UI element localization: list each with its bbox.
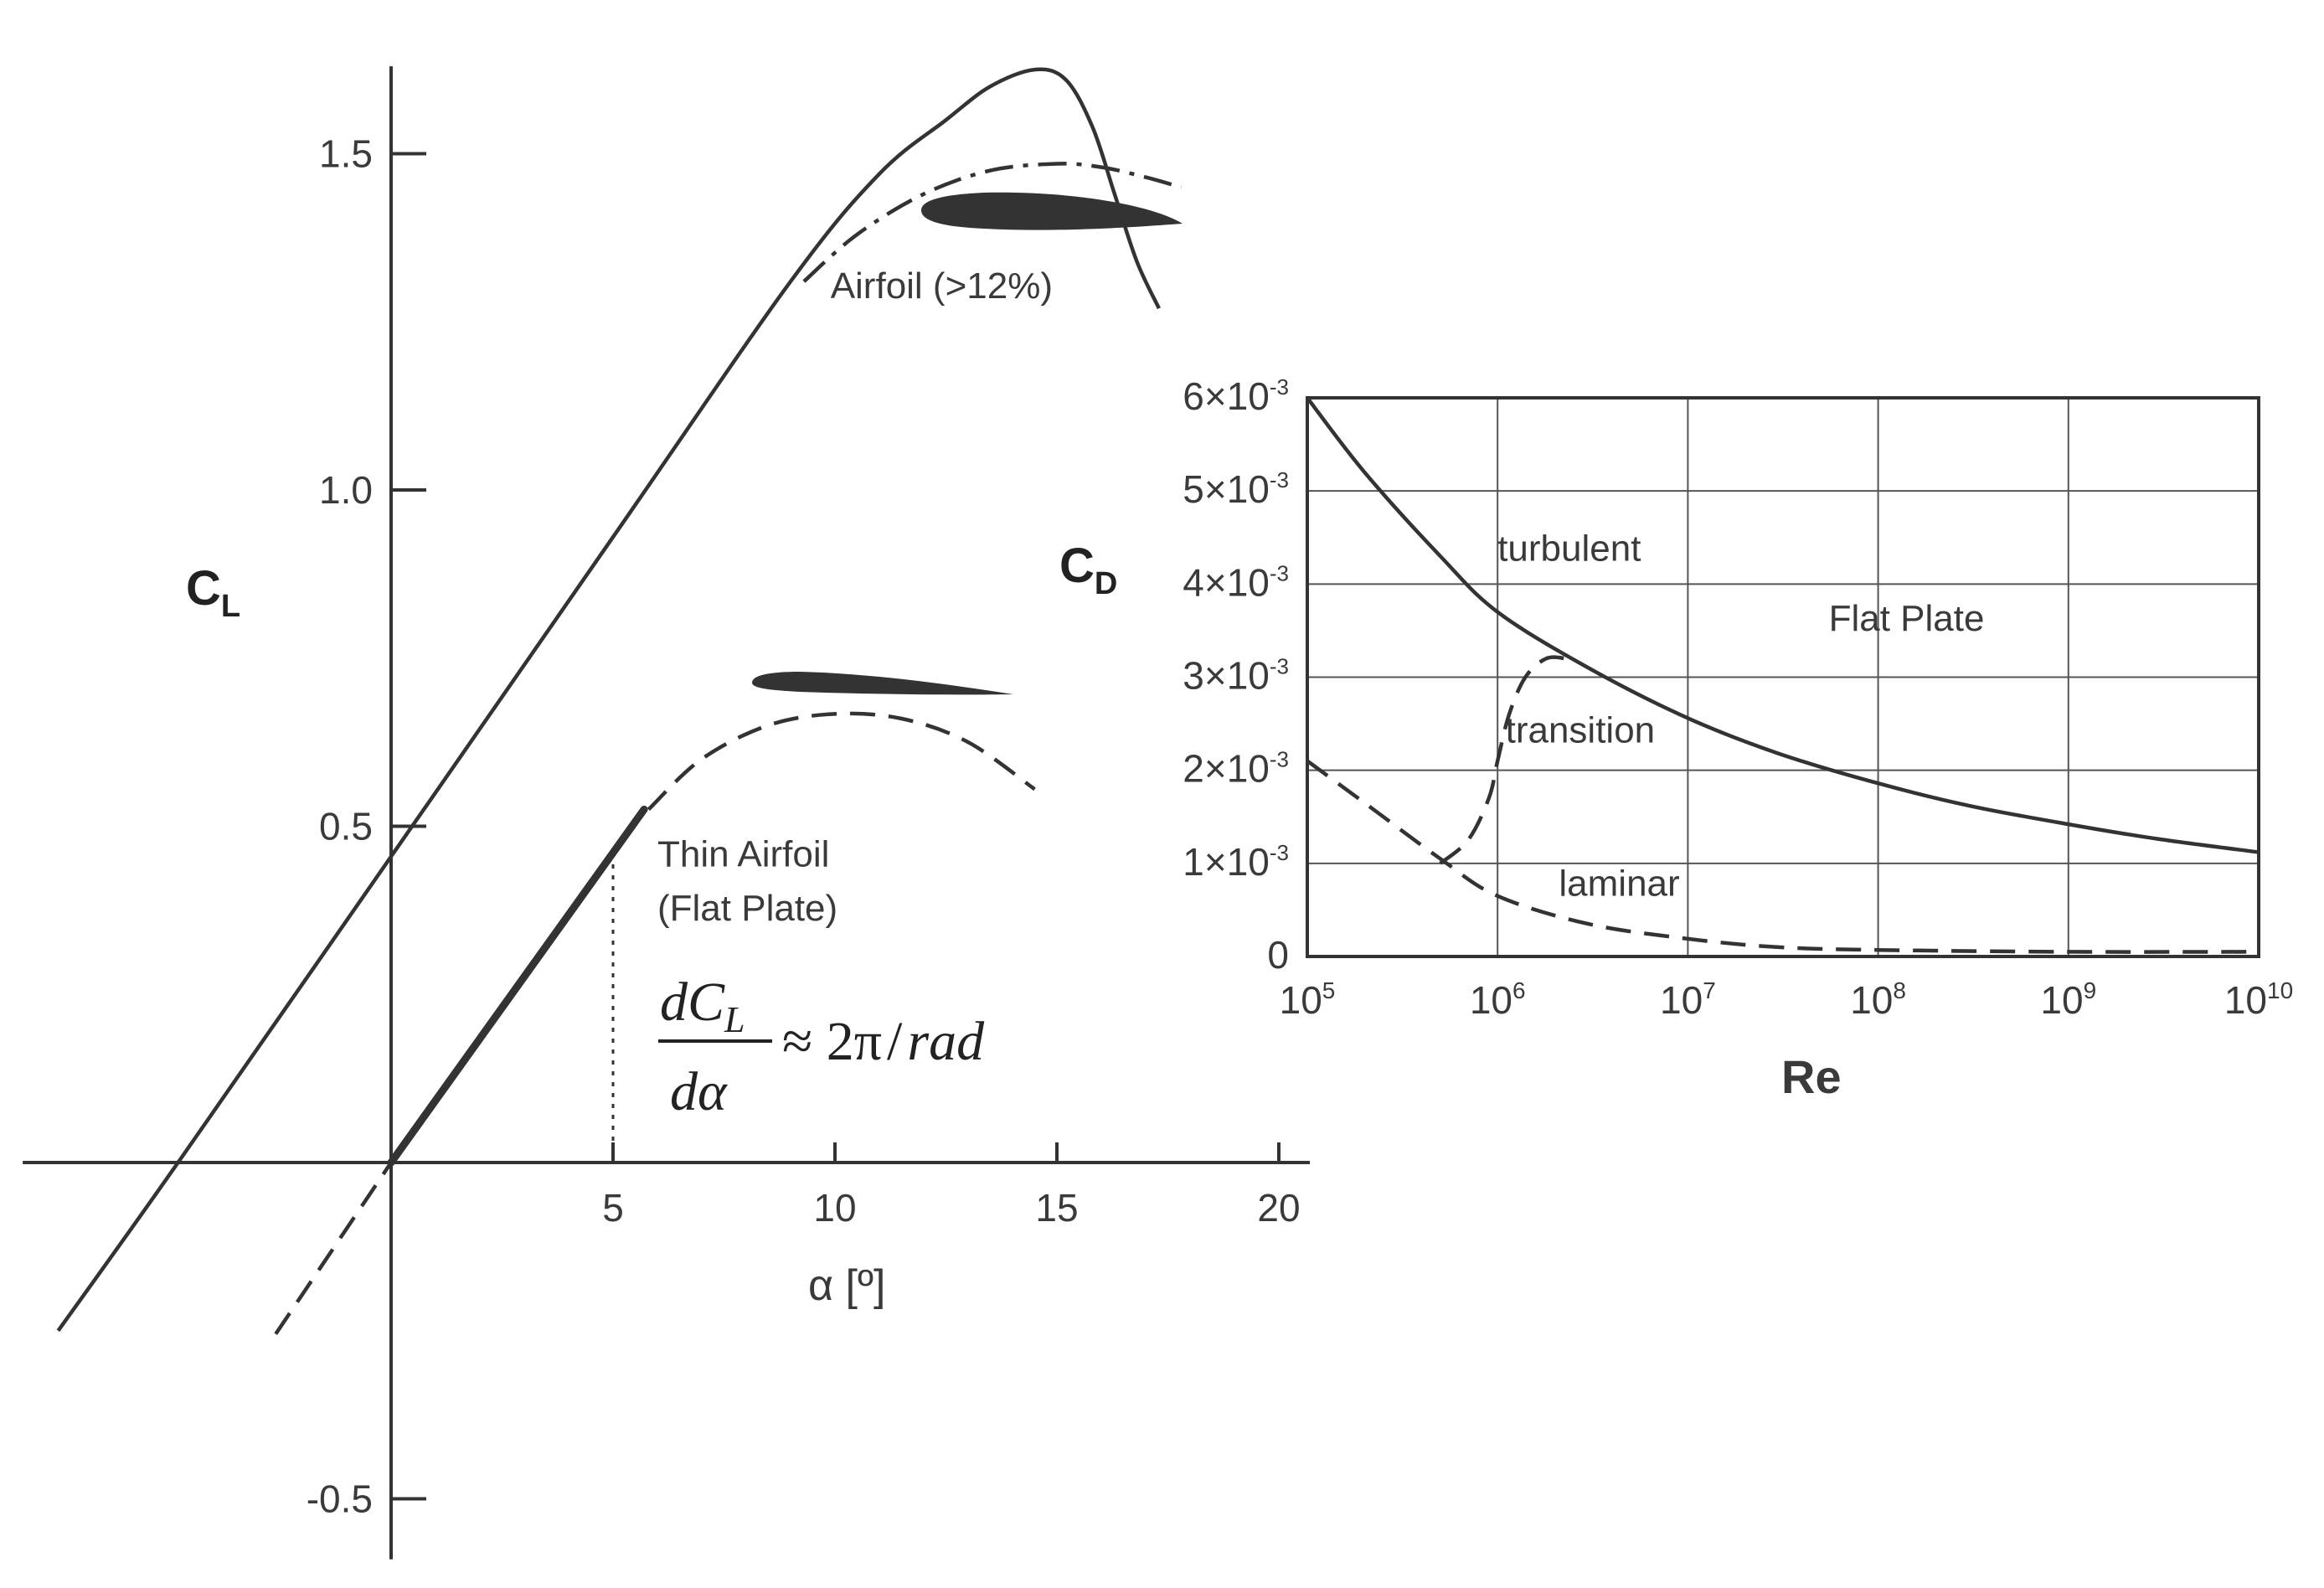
cd-series-laminar: [1306, 759, 2260, 954]
cl-y-ticks: 1.5 1.0 0.5 -0.5: [307, 132, 426, 1521]
cd-series-transition: [1439, 655, 1567, 865]
cd-x-tick-label-10e9: 109: [2040, 977, 2096, 1022]
cd-y-ticks: 6×10-3 5×10-3 4×10-3 3×10-3 2×10-3 1×10-3 0: [1183, 374, 1289, 977]
flat-plate-label: (Flat Plate): [657, 888, 837, 929]
cd-annotations: turbulent transition laminar Flat Plate: [1497, 528, 1984, 905]
cl-series-airfoil-12-stall-alternative: [802, 162, 1183, 283]
cd-y-tick-label-2-10-3: 2×10-3: [1183, 747, 1289, 791]
cd-y-tick-label-1-10-3: 1×10-3: [1183, 840, 1289, 884]
cl-series-thin-airfoil-flat-plate-extension: [274, 1161, 393, 1336]
formula-numerator: dCL: [660, 972, 745, 1040]
cd-plot-frame: [1306, 396, 2260, 958]
cl-series: [56, 67, 1183, 1336]
cl-series-thin-airfoil-flat-plate: [387, 805, 648, 1167]
cl-x-tick-label-15: 15: [1035, 1186, 1078, 1230]
cd-x-tick-label-10e10: 1010: [2224, 977, 2293, 1022]
thick-airfoil-icon: [921, 192, 1183, 230]
cl-x-tick-label-5: 5: [602, 1186, 624, 1230]
cd-y-tick-label-5-10-3: 5×10-3: [1183, 467, 1289, 511]
cd-label-flat-plate: Flat Plate: [1829, 598, 1985, 639]
cd-x-ticks: 105 106 107 108 109 1010: [1280, 977, 2294, 1022]
cl-y-tick-label-1-5: 1.5: [319, 132, 373, 176]
lift-coefficient-chart: 5 10 15 20 1.5 1.0 0.5 -0.5 Airfoil (>12%) Thi…: [23, 66, 1311, 1560]
cd-x-tick-label-10e8: 108: [1850, 977, 1906, 1022]
cd-label-transition: transition: [1506, 709, 1656, 750]
cd-y-tick-label-6-10-3: 6×10-3: [1183, 374, 1289, 418]
thin-airfoil-label: Thin Airfoil: [657, 834, 829, 875]
cl-x-axis-title: α [º]: [808, 1261, 885, 1310]
cl-series-thin-airfoil-flat-plate-stall: [647, 711, 1036, 812]
cl-y-axis-title: CL: [186, 561, 240, 624]
drag-coefficient-chart: 105 106 107 108 109 1010 6×10-3 5×10-3 4×10-3 3×…: [1059, 374, 2293, 1103]
lift-slope-formula: dCL dα ≈ 2π/rad: [658, 972, 985, 1122]
cd-x-tick-label-10e5: 105: [1280, 977, 1336, 1022]
cd-x-tick-label-10e7: 107: [1660, 977, 1716, 1022]
formula-denominator: dα: [670, 1061, 728, 1122]
cd-label-turbulent: turbulent: [1497, 528, 1641, 570]
cd-label-laminar: laminar: [1559, 864, 1679, 905]
formula-rhs: ≈ 2π/rad: [782, 1011, 985, 1072]
cl-x-tick-label-20: 20: [1257, 1186, 1300, 1230]
thin-airfoil-icon: [752, 672, 1013, 695]
cd-series: [1306, 396, 2260, 954]
cd-series-turbulent: [1306, 396, 2260, 854]
cd-x-tick-label-10e6: 106: [1470, 977, 1526, 1022]
cl-y-tick-label-1-0: 1.0: [319, 468, 373, 512]
cd-y-tick-label-0: 0: [1267, 933, 1289, 977]
cd-x-axis-title: Re: [1781, 1050, 1842, 1103]
cl-y-tick-label-0-5: -0.5: [307, 1477, 373, 1521]
airfoil-label: Airfoil (>12%): [831, 266, 1053, 307]
cl-x-tick-label-10: 10: [813, 1186, 856, 1230]
cl-x-ticks: 5 10 15 20: [602, 1142, 1301, 1230]
cd-y-tick-label-3-10-3: 3×10-3: [1183, 654, 1289, 698]
cd-y-axis-title: CD: [1059, 539, 1117, 601]
cd-y-tick-label-4-10-3: 4×10-3: [1183, 560, 1289, 604]
cl-series-airfoil-12: [56, 67, 1161, 1333]
cl-y-tick-label-0-5: 0.5: [319, 805, 373, 848]
